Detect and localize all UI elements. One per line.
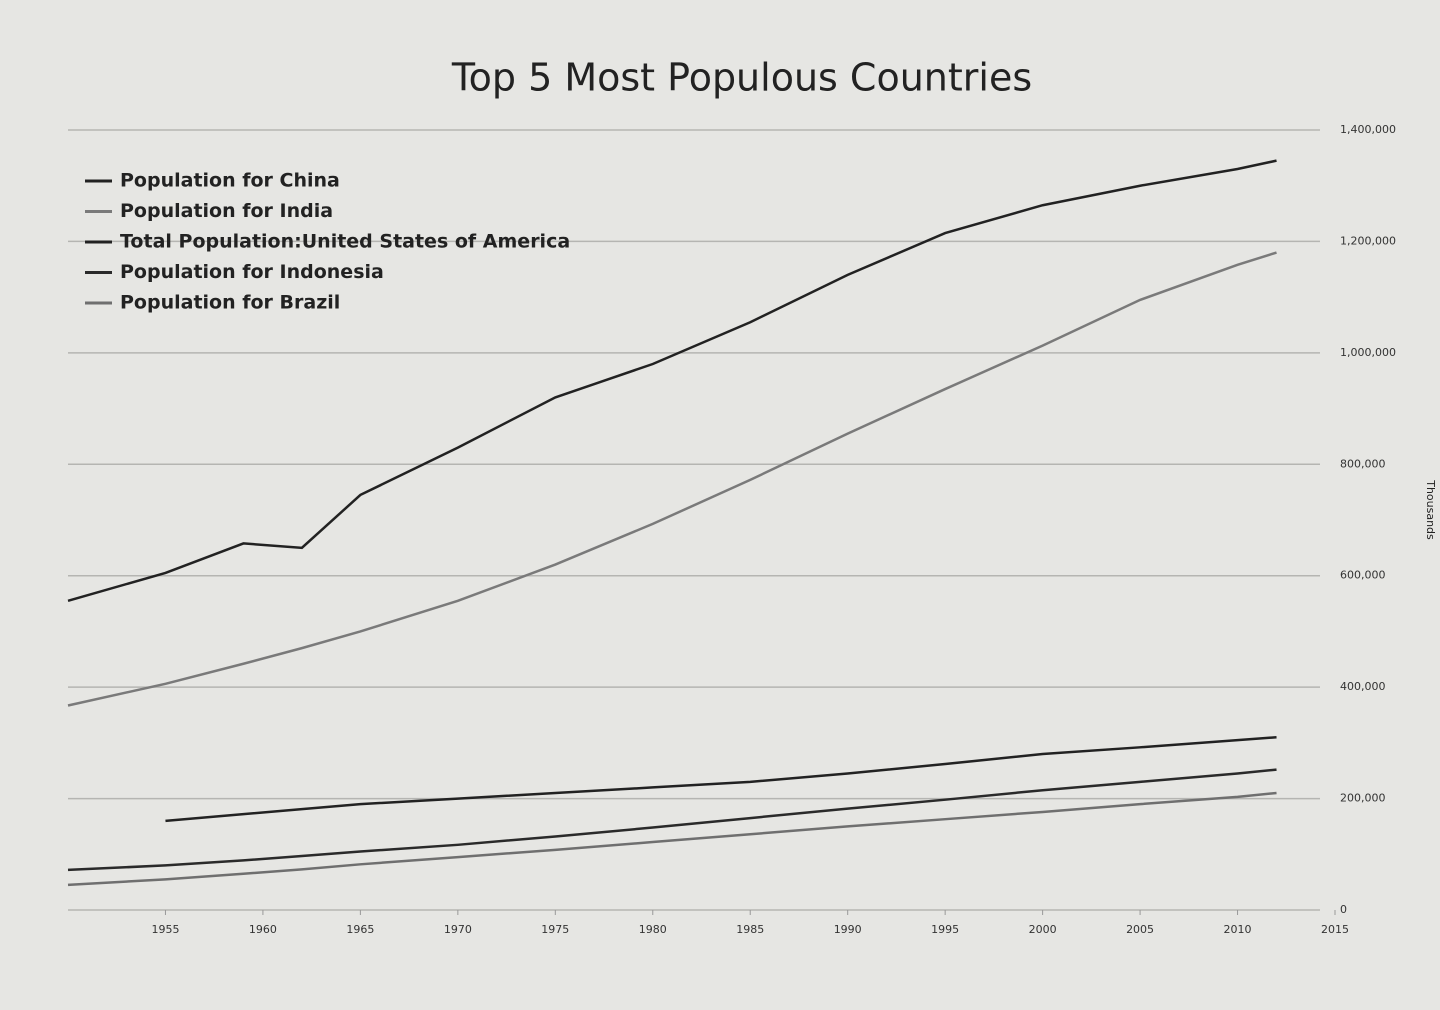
y-tick-label: 1,200,000 <box>1340 234 1396 247</box>
legend-label: Population for China <box>120 170 340 192</box>
x-tick-label: 2015 <box>1321 923 1349 936</box>
legend-label: Population for India <box>120 200 333 222</box>
x-tick-label: 1995 <box>931 923 959 936</box>
y-tick-label: 200,000 <box>1340 792 1386 805</box>
x-tick-label: 1965 <box>346 923 374 936</box>
series-line <box>67 768 1277 872</box>
x-tick-label: 1990 <box>834 923 862 936</box>
x-tick-label: 1970 <box>444 923 472 936</box>
series-line <box>67 251 1277 707</box>
chart-title: Top 5 Most Populous Countries <box>451 56 1032 100</box>
legend-label: Population for Brazil <box>120 292 340 314</box>
x-tick-label: 1975 <box>541 923 569 936</box>
x-tick-label: 1980 <box>639 923 667 936</box>
series-line <box>165 736 1277 823</box>
x-tick-label: 2000 <box>1029 923 1057 936</box>
y-tick-label: 400,000 <box>1340 680 1386 693</box>
y-tick-label: 600,000 <box>1340 569 1386 582</box>
y-tick-label: 0 <box>1340 903 1347 916</box>
y-axis-label: Thousands <box>1424 479 1437 540</box>
x-tick-label: 1985 <box>736 923 764 936</box>
y-tick-label: 800,000 <box>1340 457 1386 470</box>
x-tick-label: 2010 <box>1224 923 1252 936</box>
x-tick-label: 1960 <box>249 923 277 936</box>
legend-label: Total Population:United States of Americ… <box>120 231 570 253</box>
legend-label: Population for Indonesia <box>120 261 384 283</box>
y-tick-label: 1,400,000 <box>1340 123 1396 136</box>
x-tick-label: 2005 <box>1126 923 1154 936</box>
x-tick-label: 1955 <box>151 923 179 936</box>
y-tick-label: 1,000,000 <box>1340 346 1396 359</box>
series-line <box>67 159 1277 602</box>
series-line <box>67 791 1277 887</box>
